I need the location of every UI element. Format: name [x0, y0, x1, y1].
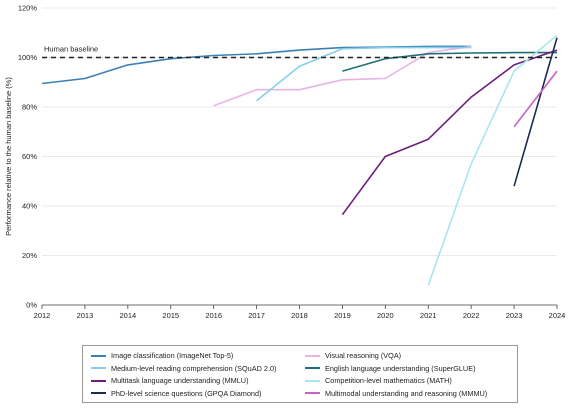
legend-swatch [91, 354, 106, 357]
legend-item: English language understanding (SuperGLU… [305, 363, 476, 374]
legend-item: Competition-level mathematics (MATH) [305, 375, 452, 386]
legend-swatch [305, 367, 320, 369]
x-tick-label: 2015 [162, 311, 179, 320]
x-tick-label: 2023 [506, 311, 523, 320]
y-tick-label: 60% [22, 152, 37, 161]
x-tick-label: 2016 [205, 311, 222, 320]
legend-label: Image classification (ImageNet Top-5) [111, 351, 234, 360]
series-line-8 [513, 70, 558, 128]
axis-layer: 0% 20% 40% 60% 80% 100% 120% 2012 2013 2014 2015 20… [18, 4, 566, 321]
legend-swatch [305, 379, 320, 382]
y-axis-title: Performance relative to the human baseli… [4, 77, 13, 236]
legend-label: English language understanding (SuperGLU… [325, 363, 476, 373]
x-tick-label: 2024 [549, 311, 566, 320]
series-line-2 [213, 45, 472, 107]
legend-swatch [305, 392, 320, 394]
human-baseline-label: Human baseline [44, 45, 98, 54]
legend-swatch [91, 367, 106, 369]
series-layer [41, 34, 558, 286]
legend-item: Medium-level reading comprehension (SQuA… [91, 363, 276, 374]
legend-label: Multimodal understanding and reasoning (… [325, 388, 488, 398]
series-line-7 [513, 37, 558, 187]
x-tick-label: 2012 [34, 311, 51, 320]
series-line-5 [341, 49, 558, 216]
x-tick-label: 2021 [420, 311, 437, 320]
y-tick-label: 100% [18, 53, 38, 62]
legend-label: Medium-level reading comprehension (SQuA… [111, 363, 277, 373]
legend-label: Competition-level mathematics (MATH) [325, 376, 452, 385]
x-tick-label: 2017 [248, 311, 265, 320]
legend-swatch [91, 392, 106, 394]
legend-label: PhD-level science questions (GPQA Diamon… [111, 388, 262, 398]
legend-swatch [305, 354, 320, 357]
x-tick-label: 2014 [119, 311, 136, 320]
y-tick-label: 20% [22, 251, 37, 260]
legend-label: Multitask language understanding (MMLU) [111, 376, 249, 385]
y-tick-label: 120% [18, 4, 38, 13]
x-tick-label: 2018 [291, 311, 308, 320]
legend-swatch [91, 379, 106, 382]
baseline-layer: Human baseline [42, 45, 557, 59]
series-line-3 [256, 46, 472, 102]
legend-item: Image classification (ImageNet Top-5) [91, 350, 233, 361]
legend-item: Multimodal understanding and reasoning (… [305, 388, 487, 399]
x-tick-label: 2013 [77, 311, 94, 320]
legend-item: Multitask language understanding (MMLU) [91, 375, 249, 386]
series-line-6 [427, 34, 558, 286]
x-tick-label: 2020 [377, 311, 394, 320]
series-line-4 [342, 51, 557, 72]
legend: Image classification (ImageNet Top-5) Vis… [82, 345, 518, 403]
legend-item: PhD-level science questions (GPQA Diamon… [91, 388, 261, 399]
y-tick-label: 0% [26, 301, 37, 310]
legend-label: Visual reasoning (VQA) [325, 351, 402, 360]
x-tick-label: 2019 [334, 311, 351, 320]
legend-item: Visual reasoning (VQA) [305, 350, 401, 361]
y-tick-label: 80% [22, 103, 37, 112]
y-tick-label: 40% [22, 202, 37, 211]
x-tick-label: 2022 [463, 311, 480, 320]
